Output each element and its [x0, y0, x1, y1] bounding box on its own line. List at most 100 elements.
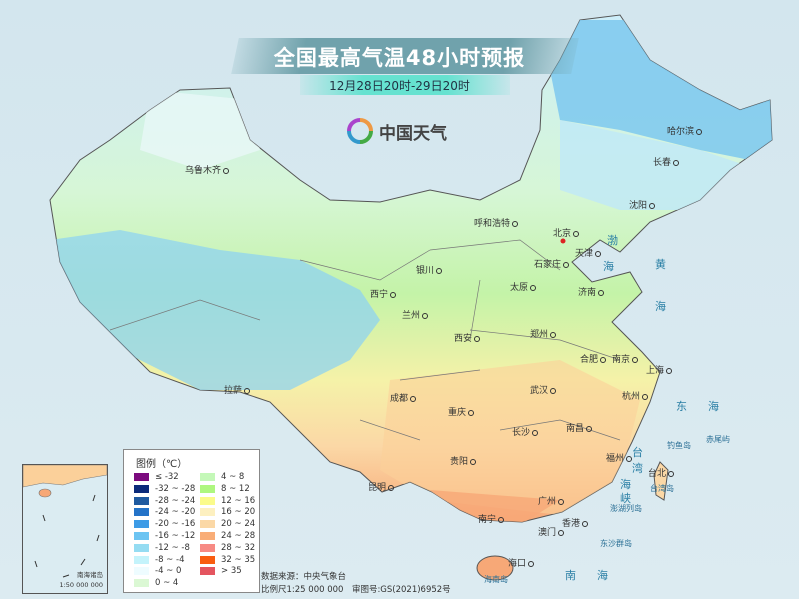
city-label: 澳门 — [538, 525, 564, 538]
sea-label: 湾 — [632, 462, 643, 475]
legend-label: -20 ~ -16 — [155, 519, 196, 530]
city-label: 海口 — [508, 556, 534, 569]
city-label: 兰州 — [402, 308, 428, 321]
city-label: 上海 — [646, 363, 672, 376]
tibet-cold-zone — [50, 230, 380, 390]
city-label: 西安 — [454, 331, 480, 344]
sea-label: 黄 — [655, 258, 666, 271]
legend-item: 0 ~ 4 — [134, 578, 178, 588]
south-coast-hot-zone — [430, 490, 560, 522]
legend-swatch — [134, 496, 149, 505]
city-label: 石家庄 — [534, 257, 569, 270]
sea-label: 峡 — [620, 492, 631, 505]
city-label: 郑州 — [530, 327, 556, 340]
data-source: 数据来源：中央气象台 — [261, 572, 347, 582]
legend-item: 20 ~ 24 — [200, 519, 255, 529]
legend-label: -4 ~ 0 — [155, 566, 182, 577]
island-label: 赤尾屿 — [706, 435, 730, 444]
legend-title: 图例（℃） — [136, 459, 188, 470]
capital-marker-icon — [560, 238, 566, 244]
city-label: 南昌 — [566, 421, 592, 434]
legend-swatch — [200, 484, 215, 493]
subtitle-banner — [300, 75, 510, 95]
legend-label: > 35 — [221, 566, 242, 577]
legend-swatch — [200, 508, 215, 517]
city-label: 杭州 — [622, 389, 648, 402]
legend-swatch — [200, 555, 215, 564]
legend-item: -20 ~ -16 — [134, 519, 195, 529]
legend-label: 28 ~ 32 — [221, 542, 256, 553]
legend-label: 12 ~ 16 — [221, 495, 256, 506]
legend-swatch — [134, 473, 149, 481]
island-label: 钓鱼岛 — [667, 441, 691, 450]
city-label: 广州 — [538, 494, 564, 507]
city-label: 哈尔滨 — [667, 124, 702, 137]
legend-item: 28 ~ 32 — [200, 543, 255, 553]
legend-label: 24 ~ 28 — [221, 531, 256, 541]
north-xinjiang-zone — [140, 90, 260, 170]
legend-item: -24 ~ -20 — [134, 507, 195, 517]
legend-swatch — [134, 508, 149, 517]
city-label: 长春 — [653, 155, 679, 168]
legend-swatch — [200, 567, 215, 576]
china-weather-logo-icon — [347, 118, 373, 144]
legend-swatch — [134, 555, 149, 564]
legend-label: 16 ~ 20 — [221, 507, 256, 518]
legend-item: -12 ~ -8 — [134, 543, 190, 553]
legend-label: 4 ~ 8 — [221, 472, 245, 482]
province-borders — [109, 239, 621, 441]
legend-swatch — [134, 532, 149, 540]
legend-label: -12 ~ -8 — [155, 542, 190, 553]
legend-label: -8 ~ -4 — [155, 554, 185, 565]
legend-label: 0 ~ 4 — [155, 578, 179, 589]
city-label: 太原 — [510, 280, 536, 293]
city-label: 昆明 — [368, 480, 394, 493]
legend: 图例（℃） ≤ -32 -32 ~ -28 -28 ~ -24 -24 ~ -20 -2… — [123, 449, 260, 593]
city-label: 济南 — [578, 285, 604, 298]
city-label: 香港 — [562, 516, 588, 529]
legend-swatch — [200, 473, 215, 481]
logo: 中国天气 — [347, 118, 447, 144]
legend-swatch — [200, 532, 215, 540]
city-label: 乌鲁木齐 — [185, 163, 229, 176]
legend-swatch — [134, 520, 149, 529]
legend-item: 8 ~ 12 — [200, 484, 250, 494]
legend-item: -8 ~ -4 — [134, 555, 184, 565]
sea-label: 海 — [655, 300, 666, 313]
legend-label: -16 ~ -12 — [155, 531, 196, 541]
legend-label: -24 ~ -20 — [155, 507, 196, 518]
legend-item: -32 ~ -28 — [134, 484, 195, 494]
legend-swatch — [134, 484, 149, 493]
inset-map — [23, 465, 107, 578]
inset-title: 南海诸岛 — [77, 571, 103, 579]
legend-swatch — [200, 496, 215, 505]
sea-label: 海 — [597, 569, 608, 582]
sea-label: 海 — [708, 400, 719, 413]
legend-item: 4 ~ 8 — [200, 472, 244, 482]
city-label: 武汉 — [530, 383, 556, 396]
legend-label: -28 ~ -24 — [155, 495, 196, 506]
city-label: 沈阳 — [629, 198, 655, 211]
legend-label: 8 ~ 12 — [221, 483, 250, 494]
legend-swatch — [134, 567, 149, 576]
city-label: 重庆 — [448, 405, 474, 418]
page-title: 全国最高气温48小时预报 — [273, 46, 526, 70]
city-label: 呼和浩特 — [474, 216, 518, 229]
legend-item: -16 ~ -12 — [134, 531, 195, 541]
south-china-sea-inset: 南海诸岛 1:50 000 000 — [22, 464, 108, 594]
legend-item: > 35 — [200, 566, 242, 576]
legend-swatch — [134, 543, 149, 552]
city-label: 合肥 — [580, 352, 606, 365]
legend-swatch — [200, 520, 215, 529]
city-label: 福州 — [606, 451, 632, 464]
legend-swatch — [200, 543, 215, 552]
logo-text: 中国天气 — [379, 123, 447, 144]
city-label: 台北 — [648, 466, 674, 479]
sea-label: 南 — [565, 569, 576, 582]
legend-item: ≤ -32 — [134, 472, 179, 482]
legend-label: 32 ~ 35 — [221, 554, 256, 565]
legend-label: -32 ~ -28 — [155, 483, 196, 494]
legend-label: 20 ~ 24 — [221, 519, 256, 530]
